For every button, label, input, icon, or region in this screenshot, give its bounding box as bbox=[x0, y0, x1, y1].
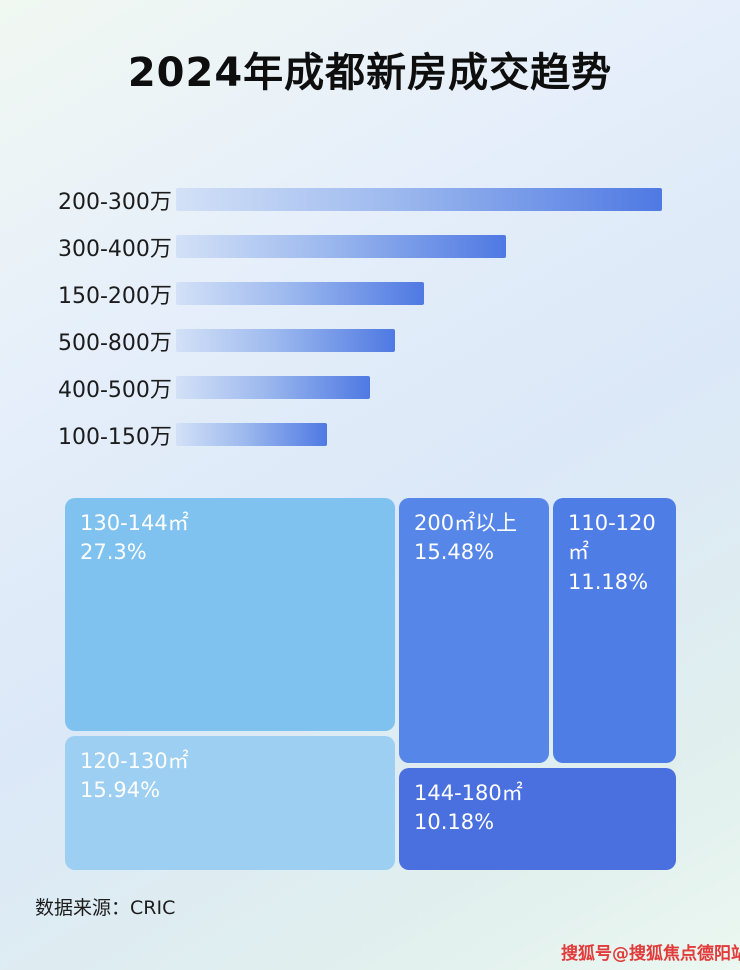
treemap-block-label: 144-180㎡ bbox=[414, 781, 523, 805]
bar-track bbox=[176, 188, 662, 211]
bar bbox=[176, 329, 395, 352]
treemap-block-pct: 15.48% bbox=[414, 540, 495, 565]
bar bbox=[176, 376, 371, 399]
bar bbox=[176, 423, 327, 446]
bar bbox=[176, 235, 507, 258]
treemap-block-120-130: 120-130㎡ 15.94% bbox=[65, 736, 395, 870]
treemap-block-200plus: 200㎡以上 15.48% bbox=[399, 498, 549, 763]
treemap-block-130-144: 130-144㎡ 27.3% bbox=[65, 498, 395, 731]
bar-track bbox=[176, 282, 662, 305]
treemap-block-pct: 11.18% bbox=[568, 569, 649, 594]
data-source-label: 数据来源：CRIC bbox=[35, 897, 176, 919]
bar-row: 150-200万 bbox=[58, 270, 678, 317]
watermark: 搜狐号@搜狐焦点德阳站 bbox=[561, 944, 740, 964]
bar-chart: 200-300万 300-400万 150-200万 500-800万 400-… bbox=[58, 176, 678, 458]
bar-track bbox=[176, 423, 662, 446]
bar bbox=[176, 282, 424, 305]
bar-label: 300-400万 bbox=[58, 236, 172, 262]
bar-label: 150-200万 bbox=[58, 283, 172, 309]
treemap-block-pct: 15.94% bbox=[80, 778, 161, 803]
bar-row: 200-300万 bbox=[58, 176, 678, 223]
treemap-block-pct: 10.18% bbox=[414, 810, 495, 835]
bar-label: 200-300万 bbox=[58, 189, 172, 215]
bar-track bbox=[176, 376, 662, 399]
treemap-block-pct: 27.3% bbox=[80, 540, 147, 565]
bar-track bbox=[176, 235, 662, 258]
treemap-block-label: 110-120㎡ bbox=[568, 511, 656, 565]
treemap-block-label: 120-130㎡ bbox=[80, 749, 189, 773]
bar-label: 500-800万 bbox=[58, 330, 172, 356]
treemap: 130-144㎡ 27.3% 200㎡以上 15.48% 110-120㎡ 11… bbox=[65, 498, 676, 870]
bar-track bbox=[176, 329, 662, 352]
treemap-block-110-120: 110-120㎡ 11.18% bbox=[553, 498, 676, 763]
bar-row: 300-400万 bbox=[58, 223, 678, 270]
treemap-block-label: 130-144㎡ bbox=[80, 511, 189, 535]
bar-row: 100-150万 bbox=[58, 411, 678, 458]
bar bbox=[176, 188, 662, 211]
treemap-block-label: 200㎡以上 bbox=[414, 511, 518, 535]
bar-row: 400-500万 bbox=[58, 364, 678, 411]
bar-row: 500-800万 bbox=[58, 317, 678, 364]
page-title: 2024年成都新房成交趋势 bbox=[127, 50, 613, 96]
bar-label: 400-500万 bbox=[58, 377, 172, 403]
treemap-block-144-180: 144-180㎡ 10.18% bbox=[399, 768, 676, 870]
bar-label: 100-150万 bbox=[58, 424, 172, 450]
